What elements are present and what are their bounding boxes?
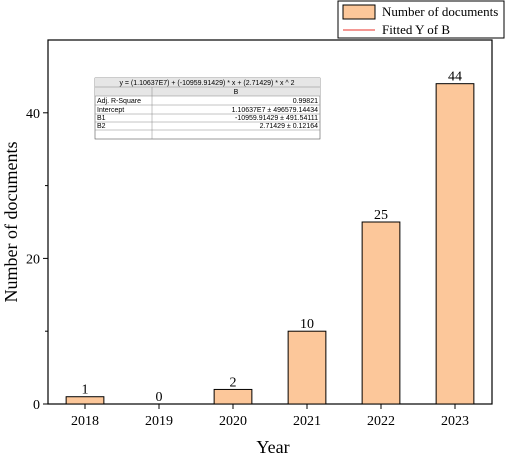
fit-row-value: 1.10637E7 ± 496579.14434	[232, 107, 318, 114]
bar-value-label: 44	[448, 70, 462, 85]
fit-row-label: B1	[97, 115, 106, 122]
legend-label-fit: Fitted Y of B	[382, 22, 450, 37]
x-axis-title: Year	[256, 437, 289, 457]
legend: Number of documents Fitted Y of B	[337, 0, 505, 39]
bar-series	[65, 83, 475, 405]
y-tick-label: 20	[26, 252, 40, 267]
x-axis-ticks: 2018 2019 2020 2021 2022 2023	[71, 404, 469, 429]
legend-label-bar: Number of documents	[382, 4, 498, 19]
legend-swatch-bar	[342, 4, 376, 20]
fit-row-value: 0.99821	[293, 98, 318, 105]
fit-row-label: Intercept	[97, 107, 124, 114]
bar-value-label: 1	[82, 383, 89, 398]
bar	[287, 330, 327, 405]
y-axis-ticks: 0 20 40	[26, 107, 48, 413]
fit-row-value: -10959.91429 ± 491.54111	[235, 115, 318, 122]
fit-row-value: 2.71429 ± 0.12164	[260, 123, 318, 130]
x-tick-label: 2021	[293, 414, 321, 429]
bar	[361, 221, 401, 405]
fit-stats-table: y = (1.10637E7) + (-10959.91429) * x + (…	[94, 77, 321, 140]
bar-value-label: 10	[300, 317, 314, 332]
y-axis-title: Number of documents	[1, 142, 21, 303]
bar	[65, 396, 105, 405]
bar-value-label: 25	[374, 208, 388, 223]
y-tick-label: 0	[33, 398, 40, 413]
x-tick-label: 2020	[219, 414, 247, 429]
fit-equation: y = (1.10637E7) + (-10959.91429) * x + (…	[119, 80, 294, 87]
bar	[213, 388, 253, 405]
bar-value-label: 2	[230, 375, 237, 390]
fit-row-label: Adj. R-Square	[97, 98, 141, 105]
fit-row-label: B2	[97, 123, 106, 130]
x-tick-label: 2018	[71, 414, 99, 429]
x-tick-label: 2023	[441, 414, 469, 429]
x-tick-label: 2019	[145, 414, 173, 429]
bar	[435, 83, 475, 405]
x-tick-label: 2022	[367, 414, 395, 429]
bar-value-label: 0	[156, 390, 163, 405]
fit-table-column-header: B	[234, 89, 239, 96]
y-tick-label: 40	[26, 107, 40, 122]
